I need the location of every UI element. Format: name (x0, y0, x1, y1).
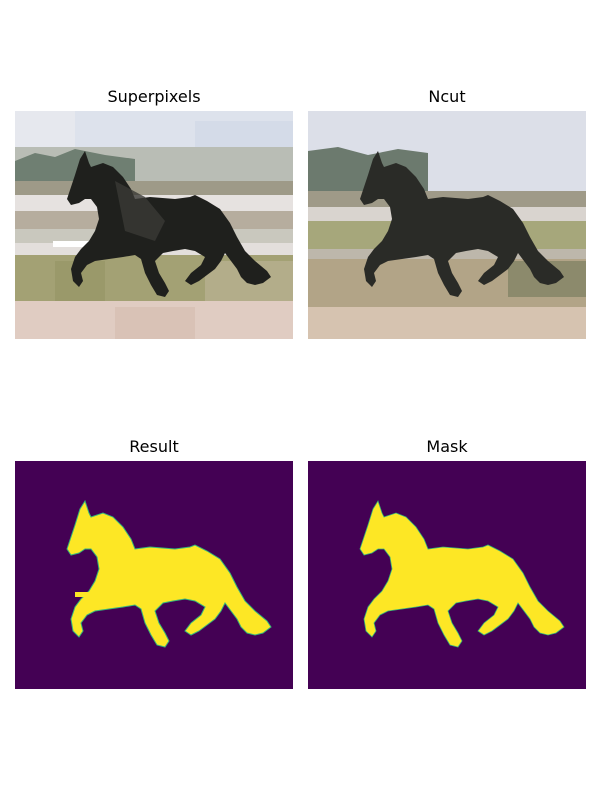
panel-ncut: Ncut (308, 87, 586, 339)
ground-truth-mask-image (308, 461, 586, 689)
superpixels-image (15, 111, 293, 339)
panel-title-result: Result (129, 437, 179, 456)
panel-mask: Mask (308, 437, 586, 689)
panel-title-ncut: Ncut (428, 87, 466, 106)
panel-result: Result (15, 437, 293, 689)
ncut-image (308, 111, 586, 339)
panel-superpixels: Superpixels (15, 87, 293, 339)
panel-title-superpixels: Superpixels (107, 87, 201, 106)
panel-title-mask: Mask (426, 437, 468, 456)
result-mask-image (15, 461, 293, 689)
